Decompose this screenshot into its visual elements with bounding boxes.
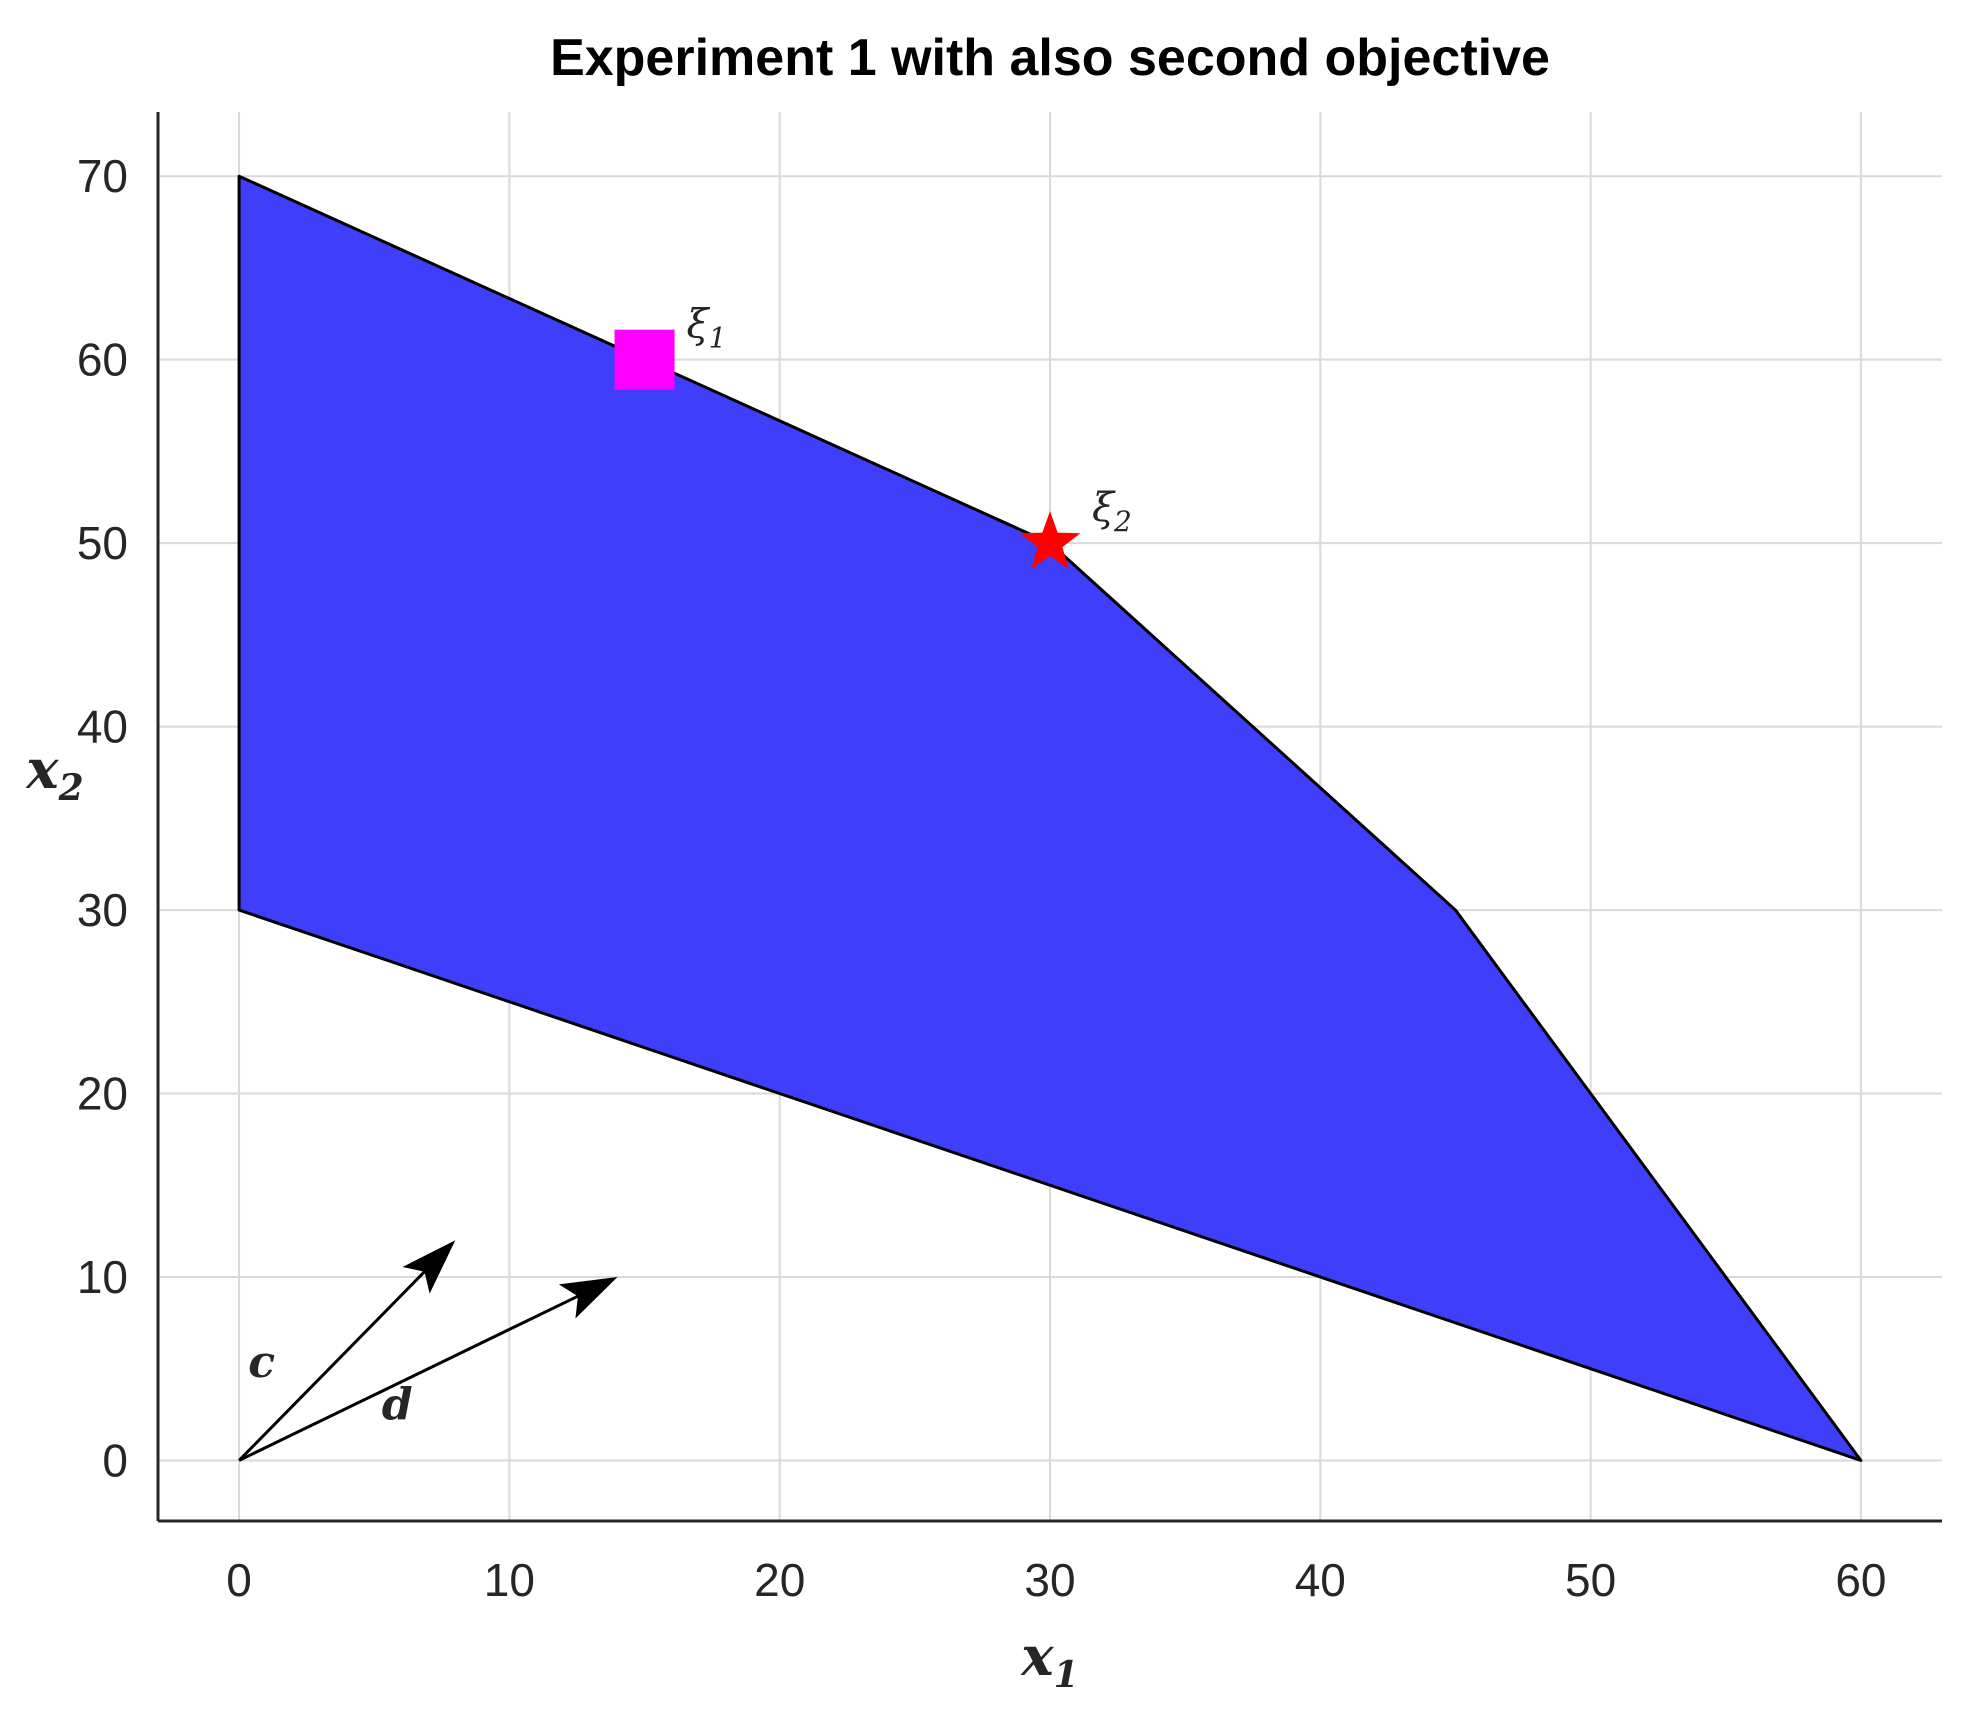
y-axis-label-main: x (25, 737, 59, 801)
y-tick-labels: 0 10 20 30 40 50 60 70 (77, 150, 128, 1486)
x-axis-label-main: x (1020, 1624, 1054, 1688)
y-tick-label: 50 (77, 517, 128, 569)
y-axis-label-sub: 2 (58, 767, 84, 809)
axes (156, 112, 1942, 1523)
x-tick-label: 30 (1024, 1554, 1075, 1606)
y-tick-label: 40 (77, 701, 128, 753)
x-tick-label: 10 (484, 1554, 535, 1606)
x-tick-label: 20 (754, 1554, 805, 1606)
y-tick-label: 0 (102, 1434, 128, 1486)
y-tick-label: 30 (77, 884, 128, 936)
x-axis-label-sub: 1 (1054, 1654, 1079, 1696)
point-label-main: ξ (1092, 485, 1116, 531)
x-tick-label: 0 (226, 1554, 252, 1606)
point-xi-1-marker (614, 329, 675, 390)
vector-d-arrowhead (558, 1276, 618, 1319)
feasible-region (237, 174, 1863, 1462)
point-xi-2-label: ξ2 (1092, 485, 1132, 538)
x-tick-labels: 0 10 20 30 40 50 60 (226, 1554, 1886, 1606)
x-tick-label: 60 (1835, 1554, 1886, 1606)
vector-layer: cd (238, 1240, 618, 1462)
point-xi-1-label: ξ1 (687, 302, 727, 355)
vector-c-arrowhead (402, 1240, 456, 1294)
y-tick-label: 20 (77, 1068, 128, 1120)
point-label-sub: 1 (709, 322, 727, 355)
vector-c-shaft (238, 1270, 426, 1462)
vector-d-shaft (238, 1294, 579, 1462)
vector-d-label: d (382, 1380, 413, 1431)
point-xi-2-marker (1019, 511, 1081, 570)
point-label-sub: 2 (1113, 505, 1132, 538)
feasible-region-layer (237, 174, 1863, 1462)
x-axis-label: x1 (1020, 1624, 1078, 1696)
y-tick-label: 60 (77, 334, 128, 386)
x-tick-label: 50 (1565, 1554, 1616, 1606)
y-axis-label: x2 (25, 737, 83, 809)
x-tick-label: 40 (1295, 1554, 1346, 1606)
y-tick-label: 10 (77, 1251, 128, 1303)
point-label-main: ξ (687, 302, 711, 348)
vector-c-label: c (248, 1337, 275, 1388)
y-tick-label: 70 (77, 150, 128, 202)
chart-title: Experiment 1 with also second objective (550, 29, 1550, 87)
